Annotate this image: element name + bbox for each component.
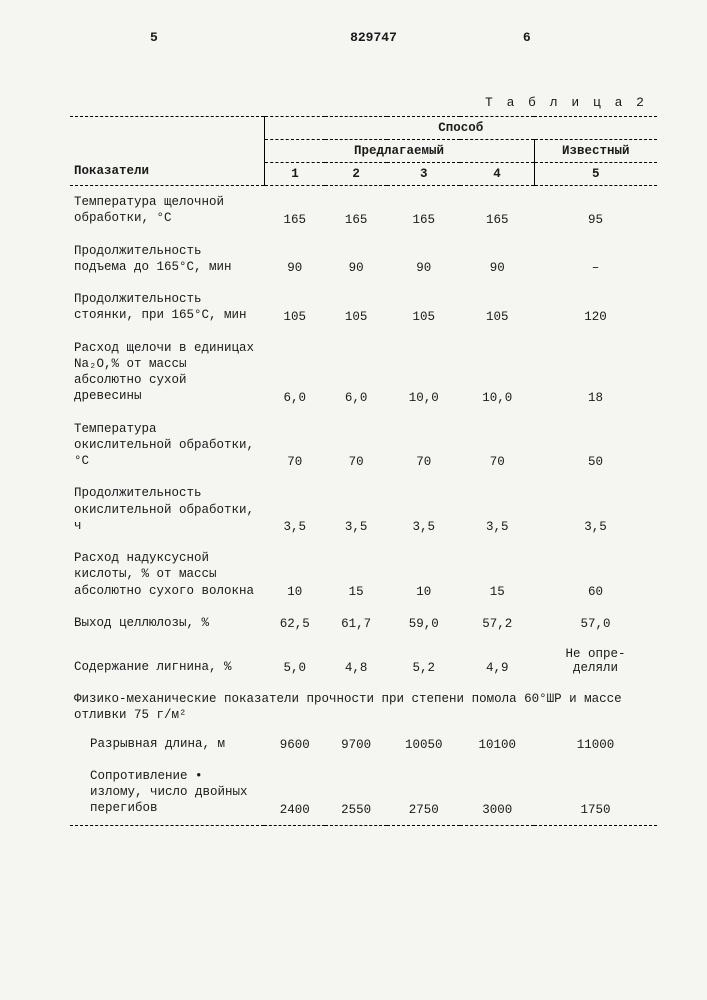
cell: 10,0 bbox=[460, 332, 534, 413]
cell: – bbox=[534, 235, 657, 284]
cell: 62,5 bbox=[264, 607, 325, 639]
cell: 105 bbox=[460, 283, 534, 332]
table-row: Продолжительность стоянки, при 165°С, ми… bbox=[70, 283, 657, 332]
cell: 57,0 bbox=[534, 607, 657, 639]
cell: 70 bbox=[264, 413, 325, 478]
cell: 70 bbox=[387, 413, 461, 478]
cell: 90 bbox=[387, 235, 461, 284]
row-label: Продолжительность окислительной обработк… bbox=[70, 477, 264, 542]
data-table: Показатели Способ Предлагаемый Известный… bbox=[70, 116, 657, 826]
doc-number: 829747 bbox=[284, 30, 463, 45]
table-row: Температура щелочной обработки, °С165165… bbox=[70, 186, 657, 235]
cell: 57,2 bbox=[460, 607, 534, 639]
cell: 90 bbox=[325, 235, 386, 284]
col-known: Известный bbox=[534, 140, 657, 163]
cell: 10050 bbox=[387, 728, 461, 760]
cell: 6,0 bbox=[325, 332, 386, 413]
section-heading: Физико-механические показатели прочности… bbox=[70, 683, 657, 728]
col-method: Способ bbox=[264, 117, 657, 140]
cell: 4,9 bbox=[460, 639, 534, 683]
table-row: Продолжительность подъема до 165°С, мин9… bbox=[70, 235, 657, 284]
col-4: 4 bbox=[460, 163, 534, 186]
cell: 120 bbox=[534, 283, 657, 332]
page-header: 5 829747 6 bbox=[70, 30, 657, 45]
cell: 70 bbox=[460, 413, 534, 478]
table-row: Физико-механические показатели прочности… bbox=[70, 683, 657, 728]
cell: 2750 bbox=[387, 760, 461, 825]
cell: 10 bbox=[264, 542, 325, 607]
cell: 70 bbox=[325, 413, 386, 478]
row-label: Продолжительность стоянки, при 165°С, ми… bbox=[70, 283, 264, 332]
cell: 90 bbox=[460, 235, 534, 284]
table-row: Температура окислительной обработки, °С7… bbox=[70, 413, 657, 478]
cell: 11000 bbox=[534, 728, 657, 760]
page-num-left: 5 bbox=[70, 30, 284, 45]
cell: 5,2 bbox=[387, 639, 461, 683]
cell: 3,5 bbox=[264, 477, 325, 542]
row-label: Продолжительность подъема до 165°С, мин bbox=[70, 235, 264, 284]
col-3: 3 bbox=[387, 163, 461, 186]
table-row: Сопротивление • излому, число двойных пе… bbox=[70, 760, 657, 825]
cell: 3,5 bbox=[325, 477, 386, 542]
table-row: Выход целлюлозы, %62,561,759,057,257,0 bbox=[70, 607, 657, 639]
table-row: Продолжительность окислительной обработк… bbox=[70, 477, 657, 542]
cell: 90 bbox=[264, 235, 325, 284]
col-2: 2 bbox=[325, 163, 386, 186]
col-5: 5 bbox=[534, 163, 657, 186]
row-label: Расход щелочи в единицах Na₂O,% от массы… bbox=[70, 332, 264, 413]
table-row: Разрывная длина, м9600970010050101001100… bbox=[70, 728, 657, 760]
table-row: Содержание лигнина, %5,04,85,24,9Не опре… bbox=[70, 639, 657, 683]
cell: 165 bbox=[387, 186, 461, 235]
cell: 15 bbox=[325, 542, 386, 607]
row-label: Температура окислительной обработки, °С bbox=[70, 413, 264, 478]
cell: 6,0 bbox=[264, 332, 325, 413]
cell: 60 bbox=[534, 542, 657, 607]
cell: 5,0 bbox=[264, 639, 325, 683]
cell: 3000 bbox=[460, 760, 534, 825]
row-label: Сопротивление • излому, число двойных пе… bbox=[70, 760, 264, 825]
cell: 9700 bbox=[325, 728, 386, 760]
cell: 105 bbox=[387, 283, 461, 332]
col-1: 1 bbox=[264, 163, 325, 186]
cell: 1750 bbox=[534, 760, 657, 825]
cell: 15 bbox=[460, 542, 534, 607]
cell: 2400 bbox=[264, 760, 325, 825]
cell: 165 bbox=[460, 186, 534, 235]
cell: 95 bbox=[534, 186, 657, 235]
cell: 50 bbox=[534, 413, 657, 478]
cell: 9600 bbox=[264, 728, 325, 760]
row-label: Расход надуксусной кислоты, % от массы а… bbox=[70, 542, 264, 607]
col-proposed: Предлагаемый bbox=[264, 140, 534, 163]
page-num-right: 6 bbox=[463, 30, 657, 45]
cell: 4,8 bbox=[325, 639, 386, 683]
row-label: Разрывная длина, м bbox=[70, 728, 264, 760]
row-label: Выход целлюлозы, % bbox=[70, 607, 264, 639]
cell: 105 bbox=[325, 283, 386, 332]
cell: 10 bbox=[387, 542, 461, 607]
cell: 3,5 bbox=[387, 477, 461, 542]
cell: 18 bbox=[534, 332, 657, 413]
table-caption: Т а б л и ц а 2 bbox=[70, 95, 657, 110]
table-row: Расход надуксусной кислоты, % от массы а… bbox=[70, 542, 657, 607]
cell: 3,5 bbox=[460, 477, 534, 542]
cell: 165 bbox=[264, 186, 325, 235]
cell: 2550 bbox=[325, 760, 386, 825]
cell: 61,7 bbox=[325, 607, 386, 639]
table-row: Расход щелочи в единицах Na₂O,% от массы… bbox=[70, 332, 657, 413]
row-label: Температура щелочной обработки, °С bbox=[70, 186, 264, 235]
cell: 10100 bbox=[460, 728, 534, 760]
cell: 105 bbox=[264, 283, 325, 332]
cell: Не опре- деляли bbox=[534, 639, 657, 683]
cell: 3,5 bbox=[534, 477, 657, 542]
row-label: Содержание лигнина, % bbox=[70, 639, 264, 683]
cell: 59,0 bbox=[387, 607, 461, 639]
col-indicators: Показатели bbox=[70, 117, 264, 186]
cell: 10,0 bbox=[387, 332, 461, 413]
cell: 165 bbox=[325, 186, 386, 235]
